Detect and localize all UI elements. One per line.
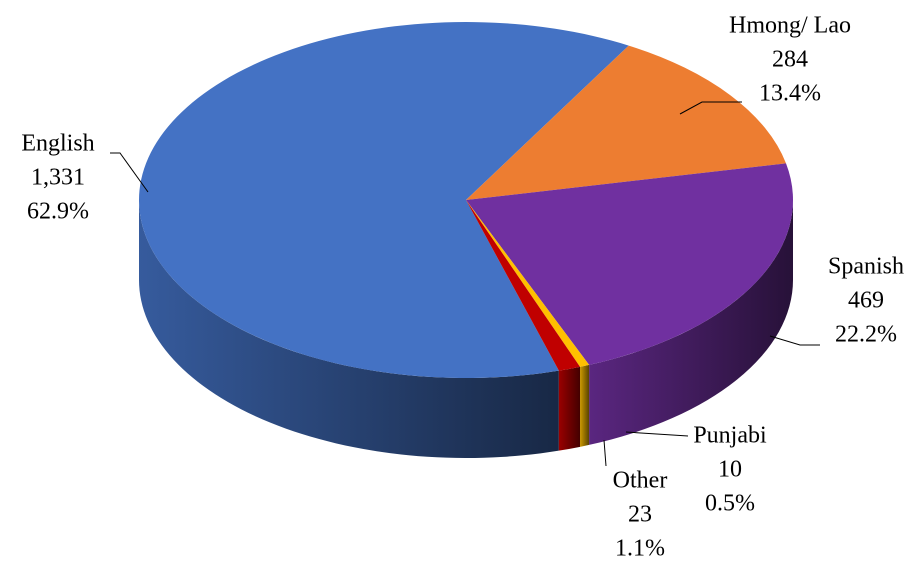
slice-side bbox=[589, 200, 793, 445]
leader-line bbox=[603, 439, 607, 467]
category-label: Spanish bbox=[828, 254, 904, 280]
percent-label: 22.2% bbox=[835, 322, 897, 348]
category-label: Punjabi bbox=[693, 423, 767, 449]
category-label: Hmong/ Lao bbox=[729, 13, 851, 39]
percent-label: 13.4% bbox=[759, 81, 821, 107]
slice-side bbox=[558, 366, 581, 451]
slice bbox=[139, 21, 629, 378]
percent-label: 1.1% bbox=[615, 536, 665, 562]
percent-label: 62.9% bbox=[27, 199, 89, 225]
leader-line bbox=[679, 101, 742, 115]
value-label: 469 bbox=[848, 288, 884, 314]
leader-line bbox=[110, 152, 149, 193]
slice-side bbox=[139, 200, 559, 458]
category-label: English bbox=[21, 131, 94, 157]
value-label: 10 bbox=[718, 457, 742, 483]
slice bbox=[466, 45, 787, 201]
leader-line bbox=[769, 335, 820, 346]
slice-side bbox=[580, 364, 590, 447]
value-label: 284 bbox=[772, 47, 808, 73]
slice bbox=[466, 200, 581, 371]
slice bbox=[466, 163, 793, 365]
percent-label: 0.5% bbox=[705, 491, 755, 517]
category-label: Other bbox=[613, 468, 668, 494]
value-label: 1,331 bbox=[31, 165, 85, 191]
value-label: 23 bbox=[628, 502, 652, 528]
leader-line bbox=[625, 431, 689, 437]
slice bbox=[466, 200, 590, 367]
